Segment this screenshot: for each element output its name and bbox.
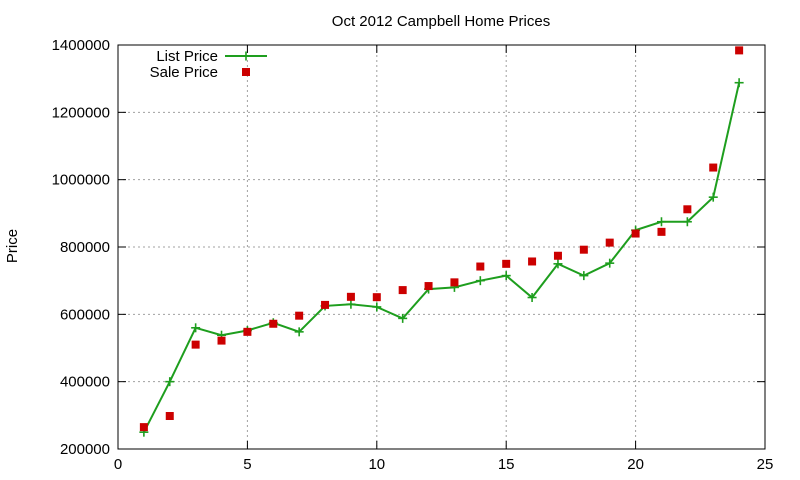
x-tick-label: 10 [368, 456, 385, 473]
list-price-point [294, 327, 304, 337]
y-tick-label: 1000000 [52, 172, 110, 189]
list-price-point [346, 299, 356, 309]
list-price-point [191, 323, 201, 333]
list-price-point [372, 302, 382, 312]
x-tick-label: 0 [114, 456, 122, 473]
list-price-point [501, 271, 511, 281]
sale-price-point [657, 227, 666, 236]
sale-price-point [139, 423, 148, 432]
x-tick-label: 15 [498, 456, 515, 473]
sale-price-point [165, 412, 174, 421]
grid-lines [118, 45, 765, 449]
sale-price-point [528, 257, 537, 266]
y-tick-label: 1400000 [52, 37, 110, 54]
legend-sample-list-price [225, 51, 267, 61]
plot-frame [117, 44, 766, 450]
sale-price-point [372, 293, 381, 302]
x-tick-label: 5 [243, 456, 251, 473]
y-tick-label: 200000 [60, 441, 110, 458]
list-price-point [579, 271, 589, 281]
list-price-point [553, 259, 563, 269]
x-tick-label: 20 [627, 456, 644, 473]
sale-price-point [605, 238, 614, 247]
sale-price-point [217, 336, 226, 345]
sale-price-point [502, 259, 511, 268]
sale-price-point [450, 278, 459, 287]
list-price-point [708, 192, 718, 202]
sale-price-point [579, 245, 588, 254]
sale-price-point [553, 251, 562, 260]
legend-label-list-price: List Price [156, 48, 218, 65]
list-price-point [656, 217, 666, 227]
plot-series [139, 46, 744, 437]
axis-ticks: 0 5 10 15 20 25 200000 400000 600000 800000 100000… [52, 37, 774, 473]
sale-price-point [191, 340, 200, 349]
y-tick-label: 800000 [60, 239, 110, 256]
x-tick-label: 25 [757, 456, 774, 473]
sale-price-point [243, 327, 252, 336]
sale-price-point [398, 286, 407, 295]
chart-title: Oct 2012 Campbell Home Prices [332, 13, 550, 30]
y-tick-label: 1200000 [52, 104, 110, 121]
legend-label-sale-price: Sale Price [150, 64, 218, 81]
list-price-point [605, 258, 615, 268]
list-price-point [682, 217, 692, 227]
y-tick-label: 600000 [60, 306, 110, 323]
list-price-point [165, 377, 175, 387]
sale-price-point [424, 282, 433, 291]
list-price-point [398, 313, 408, 323]
sale-price-point [321, 300, 330, 309]
sale-price-point [735, 46, 744, 55]
sale-price-point [476, 262, 485, 271]
sale-price-point [683, 205, 692, 214]
sale-price-point [295, 311, 304, 320]
sale-price-point [631, 229, 640, 238]
legend-square-marker [242, 68, 250, 76]
sale-price-point [269, 319, 278, 328]
legend-sample-sale-price [242, 68, 250, 76]
sale-price-point [709, 163, 718, 172]
y-tick-label: 400000 [60, 374, 110, 391]
y-axis-label: Price [4, 229, 21, 263]
list-price-point [475, 276, 485, 286]
legend-plus-marker [241, 51, 251, 61]
list-price-point [734, 78, 744, 88]
legend: List Price Sale Price [150, 48, 267, 81]
list-price-point [527, 293, 537, 302]
sale-price-point [346, 292, 355, 301]
list-price-line [142, 82, 741, 433]
